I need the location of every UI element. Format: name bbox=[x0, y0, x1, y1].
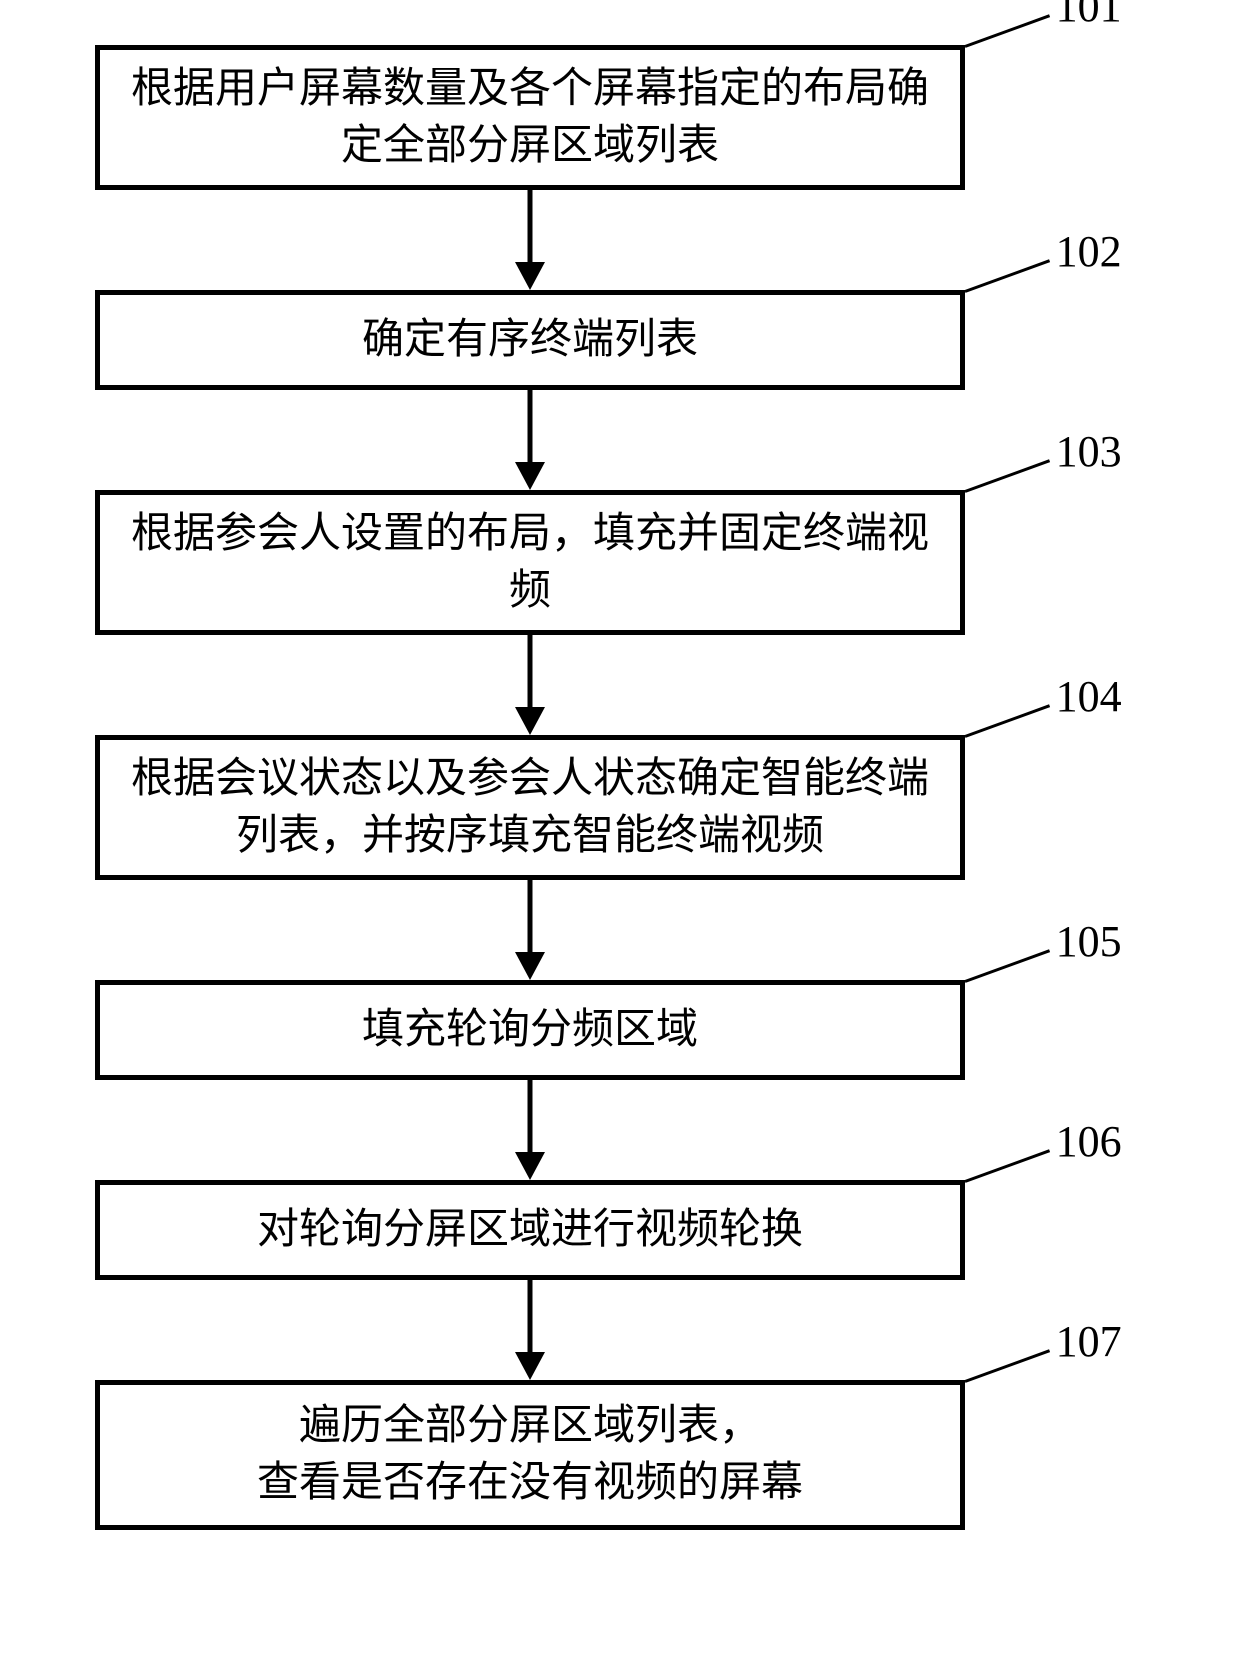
lead-line bbox=[964, 1349, 1050, 1383]
lead-line bbox=[964, 259, 1050, 293]
flow-node-label: 105 bbox=[1056, 916, 1122, 967]
flow-node-n6: 对轮询分屏区域进行视频轮换 bbox=[95, 1180, 965, 1280]
flow-node-n3: 根据参会人设置的布局，填充并固定终端视频 bbox=[95, 490, 965, 635]
flow-node-text: 对轮询分屏区域进行视频轮换 bbox=[257, 1202, 803, 1259]
lead-line bbox=[964, 704, 1050, 738]
flow-node-n5: 填充轮询分频区域 bbox=[95, 980, 965, 1080]
flow-node-label: 101 bbox=[1056, 0, 1122, 32]
lead-line bbox=[964, 1149, 1050, 1183]
flow-node-label: 107 bbox=[1056, 1316, 1122, 1367]
flow-arrow bbox=[515, 1080, 545, 1180]
flow-node-label: 106 bbox=[1056, 1116, 1122, 1167]
flow-node-text: 根据用户屏幕数量及各个屏幕指定的布局确定全部分屏区域列表 bbox=[112, 61, 948, 174]
flow-arrow bbox=[515, 880, 545, 980]
flow-node-text: 根据会议状态以及参会人状态确定智能终端列表，并按序填充智能终端视频 bbox=[112, 751, 948, 864]
flow-node-text: 确定有序终端列表 bbox=[362, 312, 698, 369]
flow-node-text: 遍历全部分屏区域列表， 查看是否存在没有视频的屏幕 bbox=[257, 1398, 803, 1511]
flow-node-text: 根据参会人设置的布局，填充并固定终端视频 bbox=[112, 506, 948, 619]
flow-arrow bbox=[515, 635, 545, 735]
flow-node-n7: 遍历全部分屏区域列表， 查看是否存在没有视频的屏幕 bbox=[95, 1380, 965, 1530]
lead-line bbox=[964, 949, 1050, 983]
flow-node-text: 填充轮询分频区域 bbox=[362, 1002, 698, 1059]
flow-node-label: 102 bbox=[1056, 226, 1122, 277]
flow-node-n1: 根据用户屏幕数量及各个屏幕指定的布局确定全部分屏区域列表 bbox=[95, 45, 965, 190]
flow-node-label: 103 bbox=[1056, 426, 1122, 477]
flow-node-n4: 根据会议状态以及参会人状态确定智能终端列表，并按序填充智能终端视频 bbox=[95, 735, 965, 880]
lead-line bbox=[964, 459, 1050, 493]
flow-node-label: 104 bbox=[1056, 671, 1122, 722]
flow-arrow bbox=[515, 190, 545, 290]
flow-arrow bbox=[515, 1280, 545, 1380]
flowchart-canvas: 根据用户屏幕数量及各个屏幕指定的布局确定全部分屏区域列表 101 确定有序终端列表 1… bbox=[0, 0, 1240, 1680]
flow-arrow bbox=[515, 390, 545, 490]
lead-line bbox=[964, 14, 1050, 48]
flow-node-n2: 确定有序终端列表 bbox=[95, 290, 965, 390]
